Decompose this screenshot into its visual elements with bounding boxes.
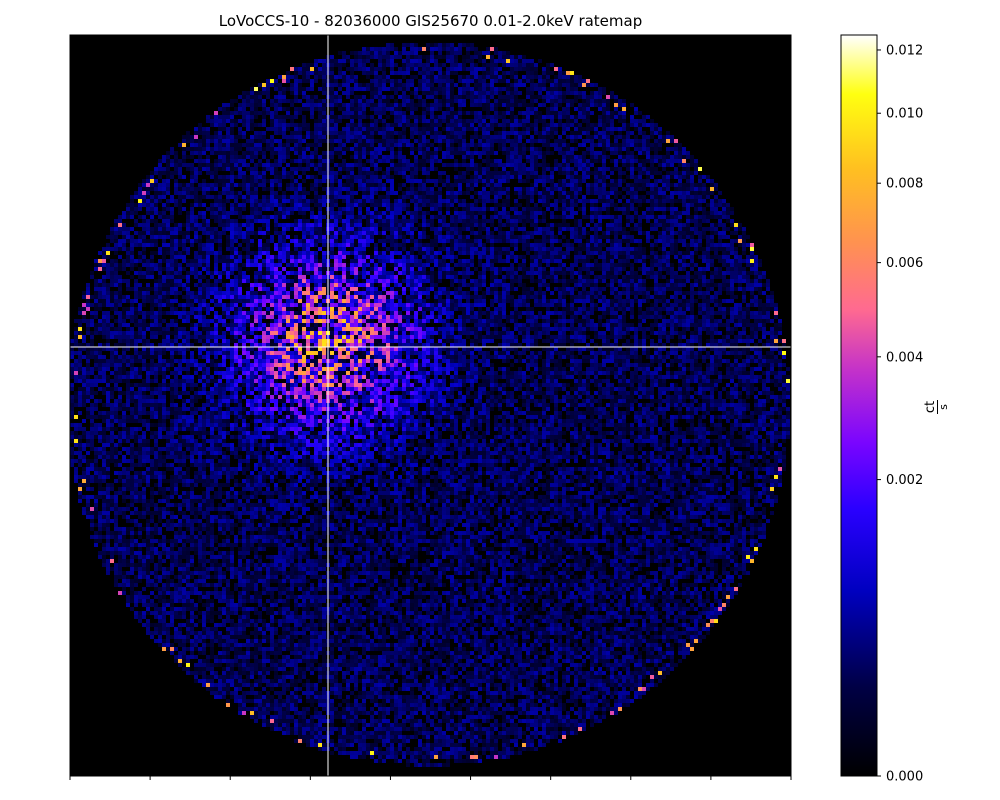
colorbar-tick-label: 0.012: [886, 43, 923, 58]
colorbar: [841, 35, 877, 776]
colorbar-tick-label: 0.002: [886, 473, 923, 488]
ratemap-pixels: [70, 43, 790, 767]
colorbar-label-denominator: s: [938, 400, 949, 414]
colorbar-ticks: 0.000 0.002 0.004 0.006 0.008 0.010 0.012: [877, 43, 923, 784]
colorbar-tick-label: 0.004: [886, 350, 923, 365]
colorbar-label: ct s: [924, 392, 954, 422]
colorbar-tick-label: 0.008: [886, 177, 923, 192]
colorbar-tick-label: 0.000: [886, 770, 923, 785]
colorbar-label-numerator: ct: [924, 400, 938, 414]
colorbar-tick-label: 0.006: [886, 256, 923, 271]
colorbar-tick-label: 0.010: [886, 107, 923, 122]
x-ticks: [70, 776, 791, 780]
